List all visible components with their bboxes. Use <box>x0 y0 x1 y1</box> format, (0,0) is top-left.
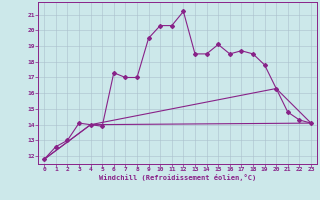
X-axis label: Windchill (Refroidissement éolien,°C): Windchill (Refroidissement éolien,°C) <box>99 174 256 181</box>
